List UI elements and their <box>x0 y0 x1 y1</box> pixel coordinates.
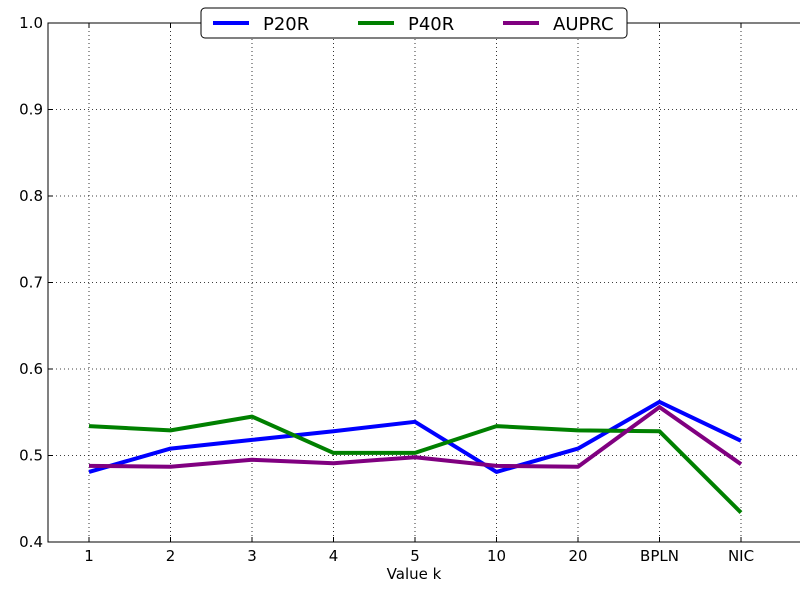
series-line-auprc <box>88 405 743 469</box>
x-tick-label: 10 <box>487 547 506 565</box>
axis-ticks: 1 2 3 4 5 10 20 BPLN NIC 0.4 0.5 0.6 0.7 0.8 0.9 1.0 <box>19 14 754 565</box>
legend: P20R P40R AUPRC <box>200 7 628 39</box>
series-lines <box>88 399 743 515</box>
y-tick-label: 0.6 <box>19 360 43 378</box>
y-tick-label: 0.4 <box>19 533 43 551</box>
x-tick-label: 20 <box>568 547 587 565</box>
series-line-p20r <box>88 399 742 474</box>
legend-label-p20r: P20R <box>263 14 309 35</box>
x-tick-label: 2 <box>166 547 176 565</box>
legend-label-p40r: P40R <box>408 14 454 35</box>
series-line-p40r <box>88 414 743 515</box>
y-tick-label: 0.8 <box>19 187 43 205</box>
x-tick-label: 1 <box>84 547 94 565</box>
x-tick-label: 3 <box>247 547 257 565</box>
grid <box>48 23 800 542</box>
x-tick-label: BPLN <box>640 547 679 565</box>
x-tick-label: 4 <box>329 547 339 565</box>
legend-label-auprc: AUPRC <box>553 14 614 35</box>
y-tick-label: 0.7 <box>19 274 43 292</box>
legend-frame <box>200 7 628 39</box>
y-tick-label: 1.0 <box>19 14 43 32</box>
x-tick-label: 5 <box>410 547 420 565</box>
y-tick-label: 0.9 <box>19 101 43 119</box>
y-tick-label: 0.5 <box>19 447 43 465</box>
x-tick-label: NIC <box>728 547 754 565</box>
x-axis-label: Value k <box>387 565 442 583</box>
